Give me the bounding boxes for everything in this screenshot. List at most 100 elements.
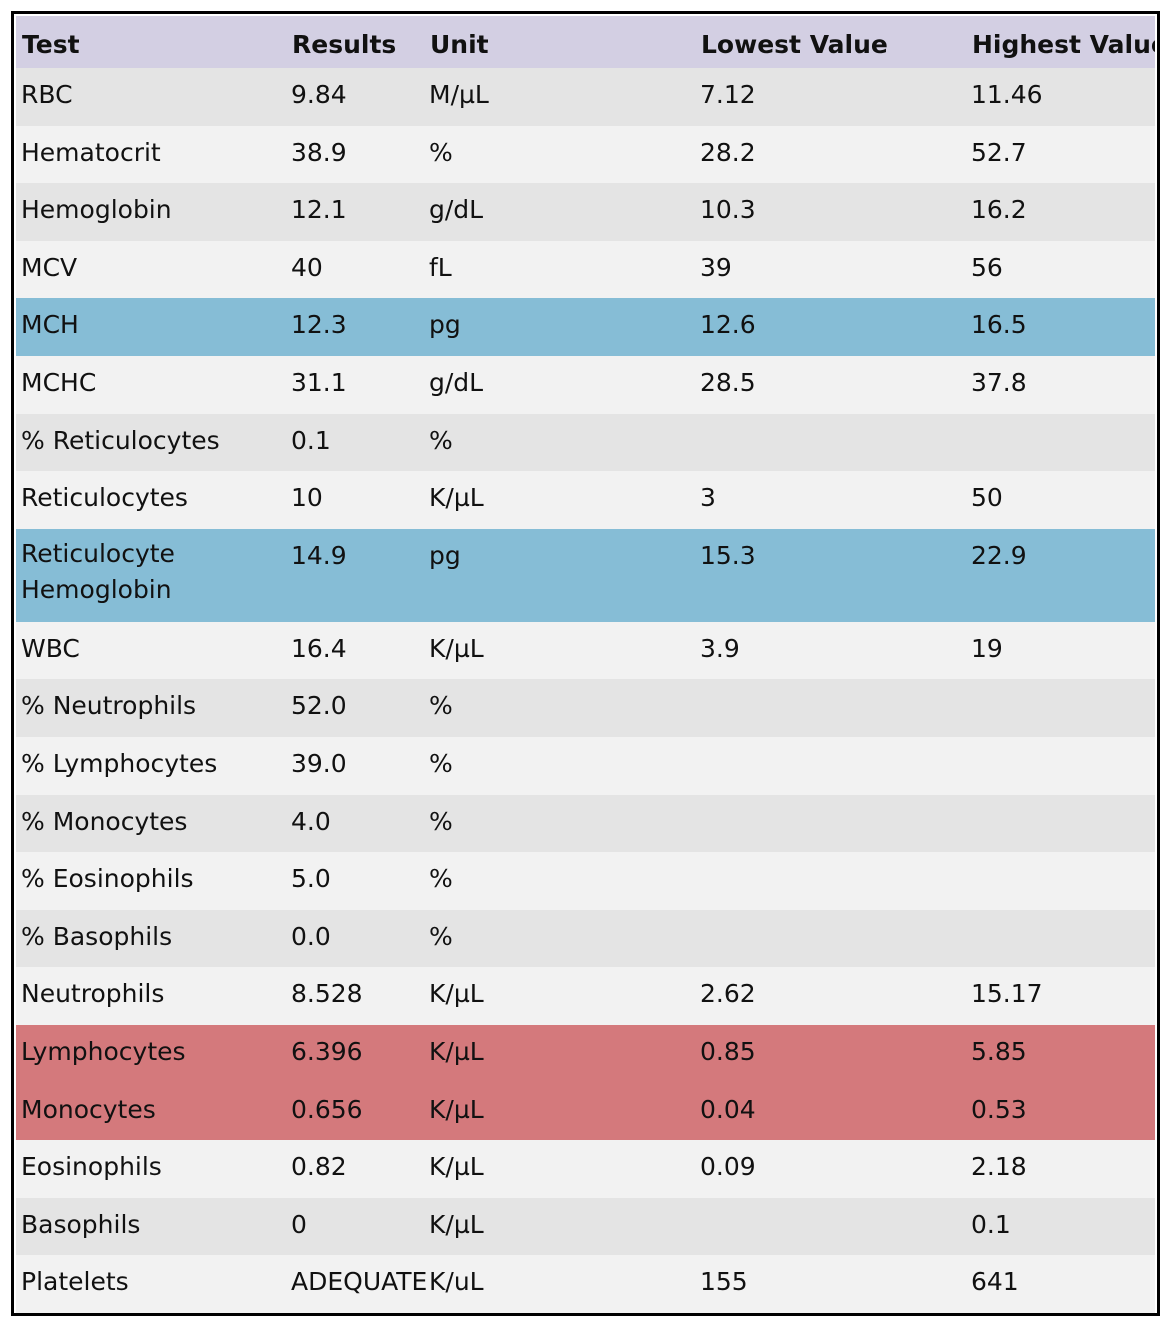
lowest-value-cell: 0.85 <box>695 1024 966 1083</box>
lowest-value-cell <box>695 909 966 968</box>
test-name-cell: MCHC <box>16 355 286 414</box>
table-row-low-flag: Reticulocyte Hemoglobin 14.9 pg 15.3 22.9 <box>16 528 1155 622</box>
table-row: Hematocrit 38.9% 28.2 52.7 <box>16 125 1155 184</box>
result-cell: 6.396 <box>286 1024 424 1083</box>
highest-value-cell: 52.7 <box>966 125 1155 184</box>
highest-value-cell: 15.17 <box>966 967 1155 1025</box>
result-cell: 12.3 <box>286 298 424 356</box>
highest-value-cell: 5.85 <box>966 1024 1155 1083</box>
test-name-cell: Neutrophils <box>16 967 286 1025</box>
highest-value-cell: 16.2 <box>966 183 1155 241</box>
lowest-value-cell <box>695 852 966 910</box>
result-cell: 10 <box>286 471 424 529</box>
test-name-cell: % Lymphocytes <box>16 736 286 795</box>
test-name-cell: % Monocytes <box>16 794 286 853</box>
result-cell: ADEQUATE <box>286 1255 427 1313</box>
result-cell: 0.82 <box>286 1140 424 1198</box>
table-row-high-flag: Lymphocytes 6.396 K/µL 0.85 5.85 <box>16 1024 1155 1083</box>
lab-results-table: Test Results Unit Lowest Value Highest V… <box>16 16 1155 1313</box>
result-cell: 39.0 <box>286 736 424 795</box>
table-row: % Eosinophils 5.0% <box>16 852 1155 910</box>
lowest-value-cell: 28.5 <box>695 355 966 414</box>
highest-value-cell: 11.46 <box>966 68 1155 126</box>
test-name-cell: % Reticulocytes <box>16 413 286 472</box>
highest-value-cell: 37.8 <box>966 355 1155 414</box>
highest-value-cell <box>966 909 1155 968</box>
unit-cell: K/µL <box>424 621 695 680</box>
test-name-cell: MCV <box>16 240 286 299</box>
highest-value-cell: 0.53 <box>966 1082 1155 1141</box>
lowest-value-cell <box>695 794 966 853</box>
unit-cell: K/µL <box>424 1024 695 1083</box>
result-cell: 8.528 <box>286 967 424 1025</box>
test-name-cell: MCH <box>16 298 286 356</box>
unit-cell: M/µL <box>424 68 695 126</box>
unit-cell: K/µL <box>424 1082 695 1141</box>
result-cell: 0.1 <box>286 413 424 472</box>
unit-cell: g/dL <box>424 355 695 414</box>
unit-cell: K/µL <box>424 1197 695 1256</box>
lowest-value-cell <box>695 679 966 737</box>
table-row: Eosinophils 0.82 K/µL 0.09 2.18 <box>16 1140 1155 1198</box>
lowest-value-cell <box>695 736 966 795</box>
table-row-high-flag: Monocytes 0.656 K/µL 0.04 0.53 <box>16 1082 1155 1141</box>
highest-value-cell <box>966 679 1155 737</box>
test-name-cell: Reticulocyte Hemoglobin <box>16 528 286 622</box>
test-name-cell: Hemoglobin <box>16 183 286 241</box>
result-cell: 31.1 <box>286 355 424 414</box>
test-name-cell: Platelets <box>16 1255 286 1313</box>
result-cell: 4.0 <box>286 794 424 853</box>
test-name-cell: Hematocrit <box>16 125 286 184</box>
result-cell: 38.9 <box>286 125 424 184</box>
highest-value-cell: 50 <box>966 471 1155 529</box>
unit-cell: g/dL <box>424 183 695 241</box>
unit-cell: % <box>424 852 695 910</box>
lowest-value-cell: 0.09 <box>695 1140 966 1198</box>
lowest-value-cell: 39 <box>695 240 966 299</box>
unit-cell: % <box>424 909 695 968</box>
lowest-value-cell: 10.3 <box>695 183 966 241</box>
unit-cell: % <box>424 679 695 737</box>
lowest-value-cell: 28.2 <box>695 125 966 184</box>
lowest-value-cell: 7.12 <box>695 68 966 126</box>
table-row: RBC 9.84 M/µL 7.12 11.46 <box>16 68 1155 126</box>
unit-cell: K/µL <box>424 1140 695 1198</box>
highest-value-cell: 2.18 <box>966 1140 1155 1198</box>
table-row: % Lymphocytes 39.0% <box>16 736 1155 795</box>
lowest-value-cell: 3 <box>695 471 966 529</box>
lowest-value-cell: 12.6 <box>695 298 966 356</box>
table-row: % Reticulocytes 0.1% <box>16 413 1155 472</box>
unit-cell: % <box>424 125 695 184</box>
highest-value-cell <box>966 852 1155 910</box>
test-name-cell: Basophils <box>16 1197 286 1256</box>
result-cell: 9.84 <box>286 68 424 126</box>
lab-results-panel: Test Results Unit Lowest Value Highest V… <box>11 11 1160 1316</box>
column-header-test: Test <box>16 16 286 68</box>
table-row: % Basophils 0.0% <box>16 909 1155 968</box>
result-cell: 0 <box>286 1197 424 1256</box>
test-name-cell: Monocytes <box>16 1082 286 1141</box>
highest-value-cell: 19 <box>966 621 1155 680</box>
table-row: Platelets ADEQUATE K/uL 155 641 <box>16 1255 1155 1313</box>
lowest-value-cell: 155 <box>695 1255 966 1313</box>
lowest-value-cell <box>695 1197 966 1256</box>
table-row: Basophils 0 K/µL 0.1 <box>16 1197 1155 1256</box>
test-name-cell: WBC <box>16 621 286 680</box>
unit-cell: pg <box>424 298 695 356</box>
highest-value-cell <box>966 413 1155 472</box>
lowest-value-cell: 2.62 <box>695 967 966 1025</box>
unit-cell: % <box>424 736 695 795</box>
result-cell: 5.0 <box>286 852 424 910</box>
test-name-cell: Reticulocytes <box>16 471 286 529</box>
table-row-low-flag: MCH 12.3 pg 12.6 16.5 <box>16 298 1155 356</box>
lowest-value-cell: 0.04 <box>695 1082 966 1141</box>
result-cell: 0.0 <box>286 909 424 968</box>
column-header-results: Results <box>286 16 424 68</box>
unit-cell: pg <box>424 528 695 622</box>
table-header-row: Test Results Unit Lowest Value Highest V… <box>16 16 1155 68</box>
unit-cell: K/uL <box>424 1255 695 1313</box>
column-header-lowest-value: Lowest Value <box>695 16 966 68</box>
highest-value-cell: 22.9 <box>966 528 1155 622</box>
result-cell: 52.0 <box>286 679 424 737</box>
highest-value-cell: 641 <box>966 1255 1155 1313</box>
